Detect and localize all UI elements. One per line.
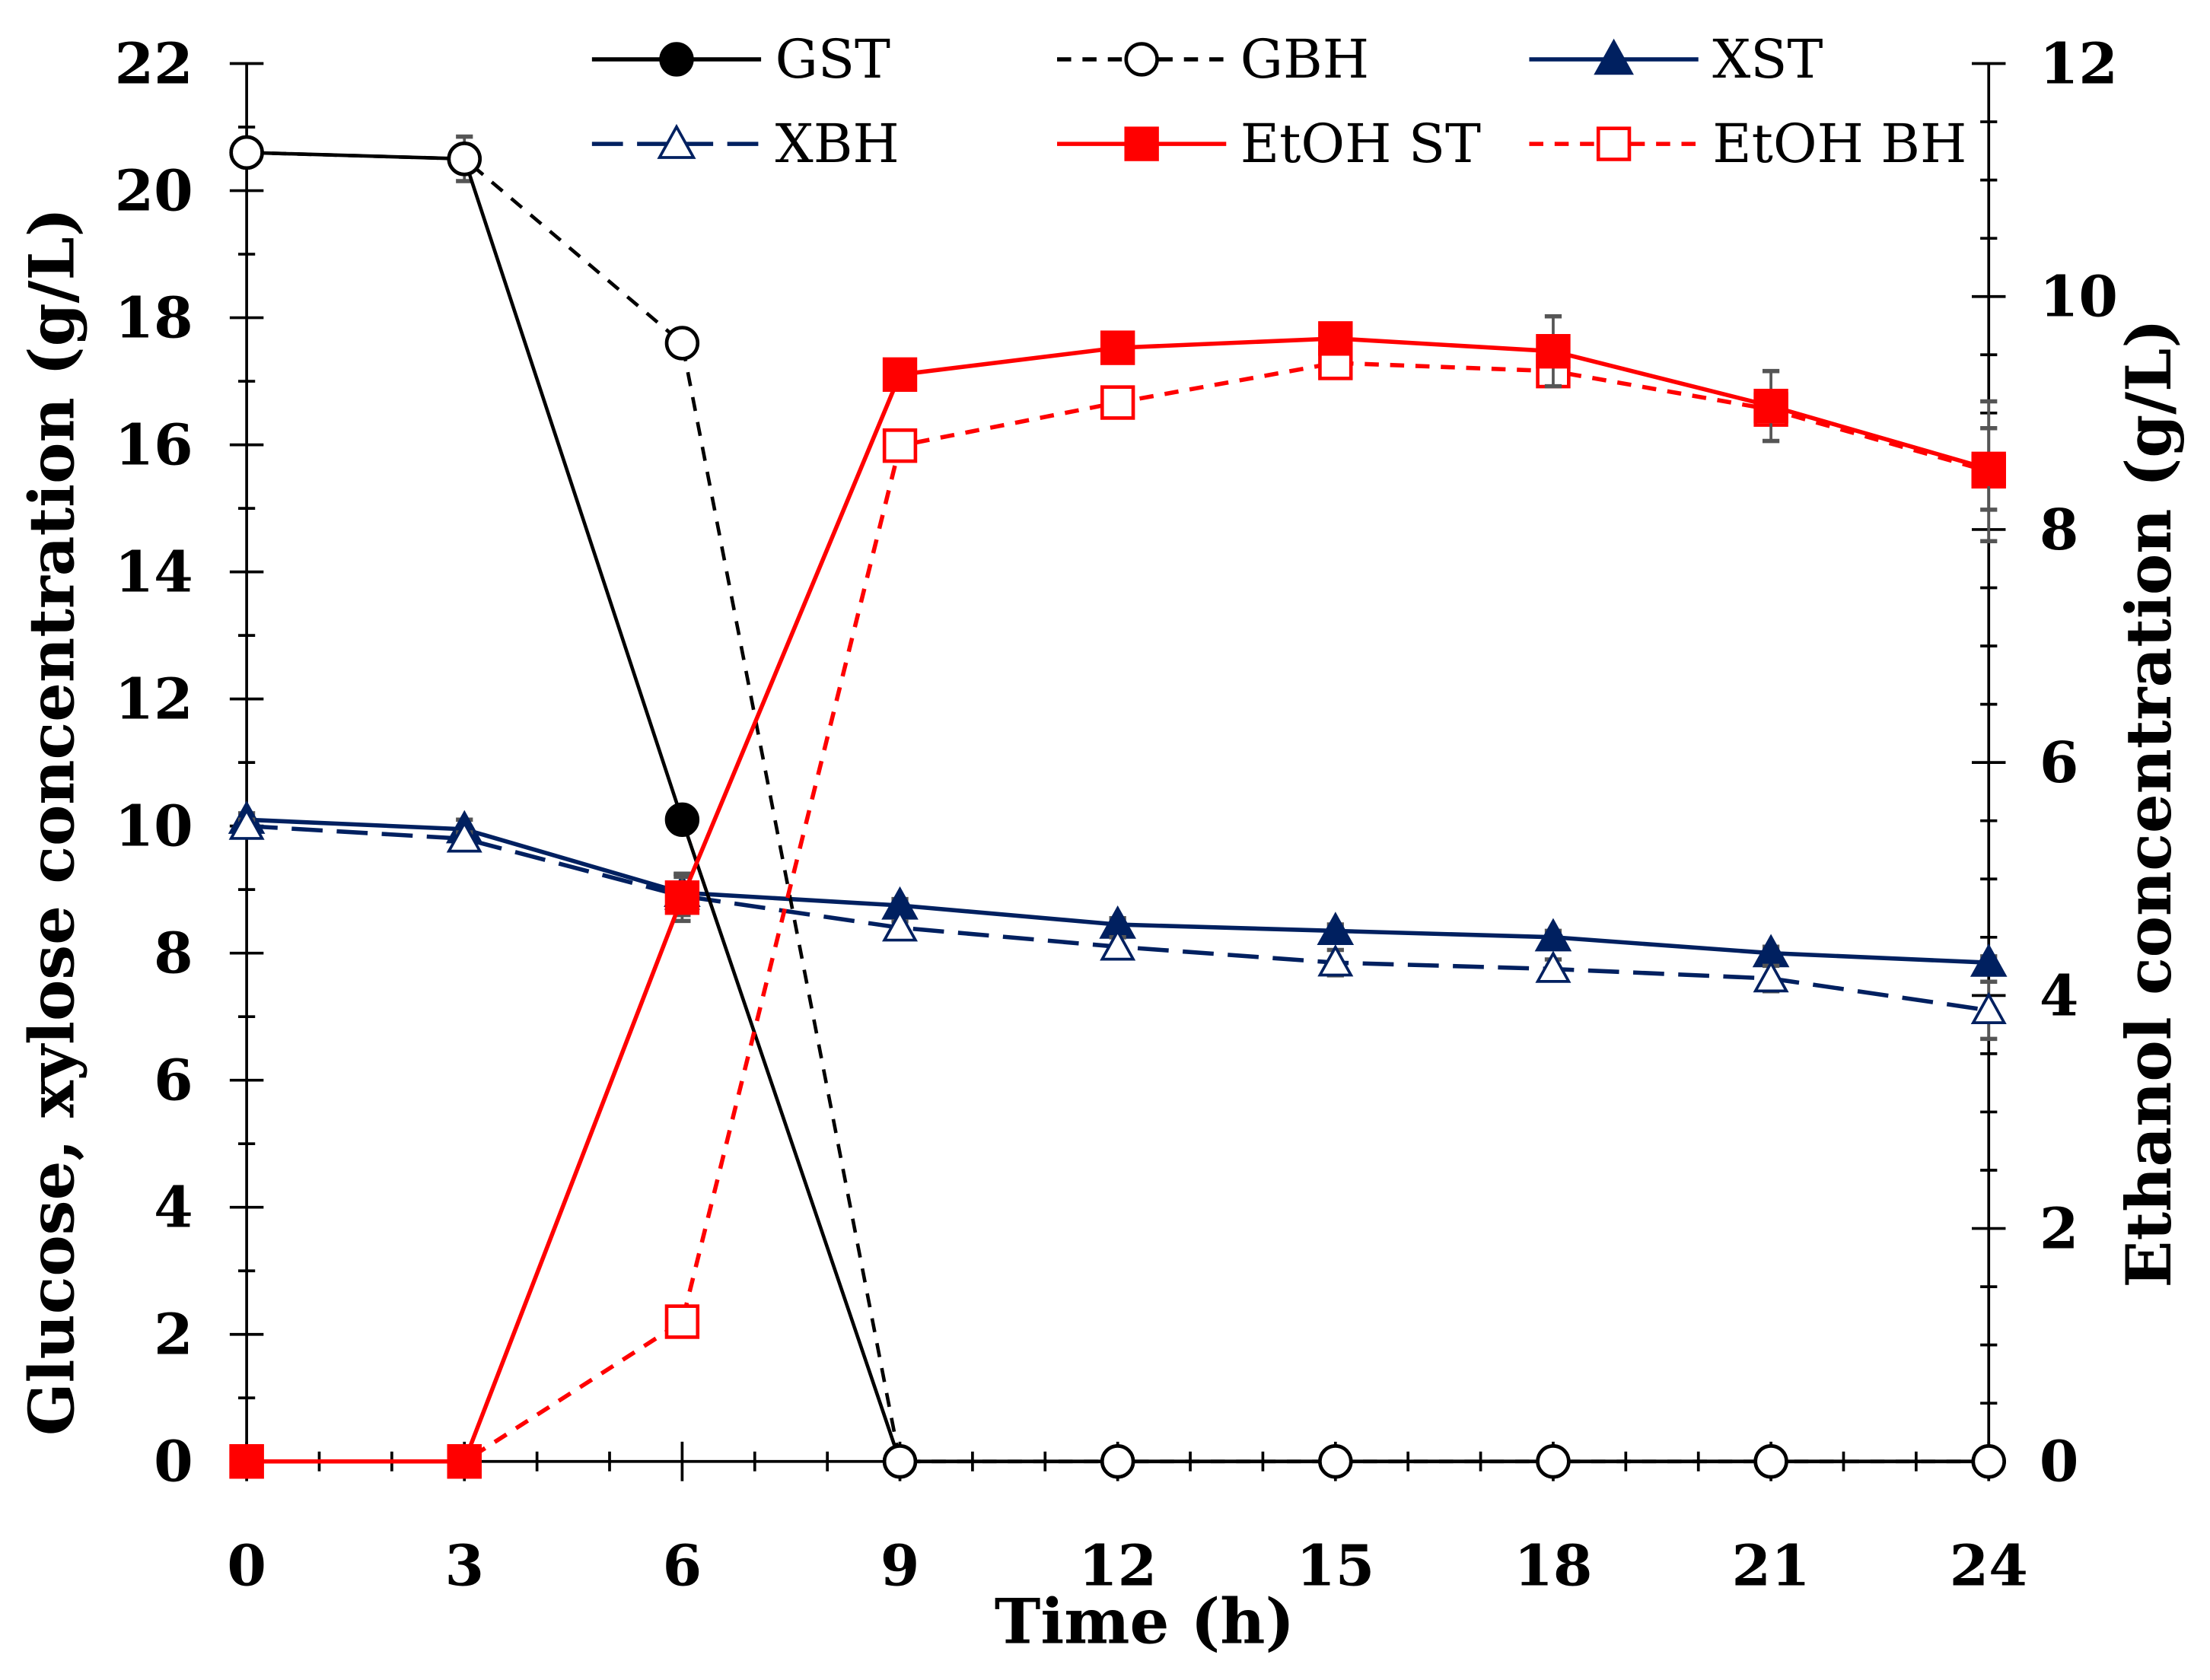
y2-tick-label: 4 bbox=[2040, 963, 2079, 1029]
data-point-gbh bbox=[1124, 42, 1159, 77]
y-tick-label: 22 bbox=[115, 30, 193, 97]
x-tick-label: 12 bbox=[1078, 1533, 1157, 1599]
data-point-gbh bbox=[1100, 1444, 1135, 1479]
legend-label: EtOH BH bbox=[1712, 113, 1966, 175]
data-point-etoh-st bbox=[229, 1444, 264, 1479]
legend-item-gst: GST bbox=[591, 28, 890, 91]
x-axis-label: Time (h) bbox=[995, 1586, 1294, 1659]
data-point-gbh bbox=[664, 326, 700, 361]
y-tick-label: 18 bbox=[115, 285, 193, 351]
data-point-gbh bbox=[1971, 1444, 2006, 1479]
data-point-xbh bbox=[1535, 950, 1572, 983]
y2-tick-label: 2 bbox=[2040, 1195, 2079, 1262]
y-tick-label: 10 bbox=[115, 794, 193, 860]
data-point-xbh bbox=[1753, 959, 1789, 993]
data-point-gbh bbox=[882, 1444, 918, 1479]
x-tick-label: 0 bbox=[227, 1533, 266, 1599]
legend-label: XST bbox=[1712, 28, 1823, 91]
y-tick-label: 0 bbox=[154, 1429, 193, 1495]
y-axis-label: Glucose, xylose concentration (g/L) bbox=[15, 208, 88, 1436]
data-point-gbh bbox=[229, 135, 264, 170]
data-point-xbh bbox=[446, 820, 482, 853]
legend-item-xst: XST bbox=[1529, 28, 1823, 91]
y-tick-label: 2 bbox=[154, 1302, 193, 1368]
x-tick-label: 24 bbox=[1950, 1533, 2028, 1599]
series-etoh-st bbox=[229, 313, 2006, 1479]
x-tick-label: 18 bbox=[1514, 1533, 1592, 1599]
legend-item-etoh-st: EtOH ST bbox=[1057, 113, 1481, 175]
data-point-xst bbox=[1534, 918, 1572, 952]
data-point-etoh-st bbox=[1124, 126, 1159, 161]
legend-label: GBH bbox=[1240, 28, 1369, 91]
data-point-xbh bbox=[228, 807, 265, 840]
data-point-gbh bbox=[1753, 1444, 1788, 1479]
legend-label: GST bbox=[775, 28, 890, 91]
data-point-gst bbox=[664, 802, 700, 837]
y2-tick-label: 0 bbox=[2040, 1429, 2079, 1495]
x-tick-label: 9 bbox=[880, 1533, 920, 1599]
plot-area bbox=[228, 134, 2008, 1479]
legend-item-gbh: GBH bbox=[1057, 28, 1369, 91]
y2-tick-label: 12 bbox=[2040, 30, 2118, 97]
data-point-xbh bbox=[882, 909, 919, 942]
data-point-xbh bbox=[1317, 944, 1354, 977]
axes bbox=[229, 62, 2006, 1481]
series-xbh bbox=[228, 807, 2007, 1042]
y2-axis-label: Ethanol concentration (g/L) bbox=[2113, 319, 2186, 1287]
data-point-etoh-bh bbox=[1596, 126, 1632, 161]
x-tick-label: 6 bbox=[663, 1533, 702, 1599]
x-tick-label: 15 bbox=[1296, 1533, 1374, 1599]
data-point-xst bbox=[1970, 943, 2008, 977]
data-point-gbh bbox=[447, 142, 482, 177]
data-point-etoh-st bbox=[447, 1444, 482, 1479]
data-point-etoh-st bbox=[664, 880, 700, 915]
data-point-etoh-st bbox=[882, 357, 918, 392]
data-point-gbh bbox=[1318, 1444, 1353, 1479]
data-point-xst bbox=[1317, 912, 1355, 946]
y-tick-label: 4 bbox=[154, 1175, 193, 1241]
y2-tick-label: 10 bbox=[2040, 264, 2118, 330]
data-point-etoh-st bbox=[1753, 388, 1788, 424]
legend-label: EtOH ST bbox=[1240, 113, 1481, 175]
y-tick-label: 14 bbox=[115, 539, 193, 606]
legend-item-xbh: XBH bbox=[591, 113, 900, 175]
series-line-etoh-st bbox=[247, 336, 1990, 1464]
legend-item-etoh-bh: EtOH BH bbox=[1529, 113, 1966, 175]
data-point-xbh bbox=[1970, 991, 2007, 1024]
legend-label: XBH bbox=[775, 113, 900, 175]
y2-tick-label: 6 bbox=[2040, 730, 2079, 796]
y-tick-label: 6 bbox=[154, 1048, 193, 1114]
data-point-xst bbox=[1594, 38, 1634, 75]
x-tick-label: 3 bbox=[444, 1533, 484, 1599]
data-point-etoh-bh bbox=[1100, 385, 1135, 420]
series-gbh bbox=[229, 135, 2006, 1479]
y2-tick-label: 8 bbox=[2040, 497, 2079, 563]
data-point-etoh-bh bbox=[882, 428, 918, 463]
y-tick-label: 12 bbox=[115, 667, 193, 733]
data-point-etoh-st bbox=[1536, 334, 1571, 369]
x-tick-label: 21 bbox=[1732, 1533, 1810, 1599]
y-tick-label: 20 bbox=[115, 158, 193, 224]
data-point-etoh-st bbox=[1318, 321, 1353, 356]
data-point-gbh bbox=[1536, 1444, 1571, 1479]
y-tick-label: 16 bbox=[115, 412, 193, 479]
data-point-xbh bbox=[657, 123, 696, 159]
data-point-etoh-bh bbox=[664, 1304, 700, 1339]
legend: GST GBH XST XBH EtOH ST EtOH BH bbox=[591, 28, 1966, 175]
data-point-etoh-st bbox=[1100, 330, 1135, 365]
y-tick-label: 8 bbox=[154, 921, 193, 987]
data-point-gst bbox=[659, 42, 694, 77]
data-point-xbh bbox=[1100, 928, 1136, 961]
data-point-etoh-st bbox=[1971, 451, 2006, 487]
